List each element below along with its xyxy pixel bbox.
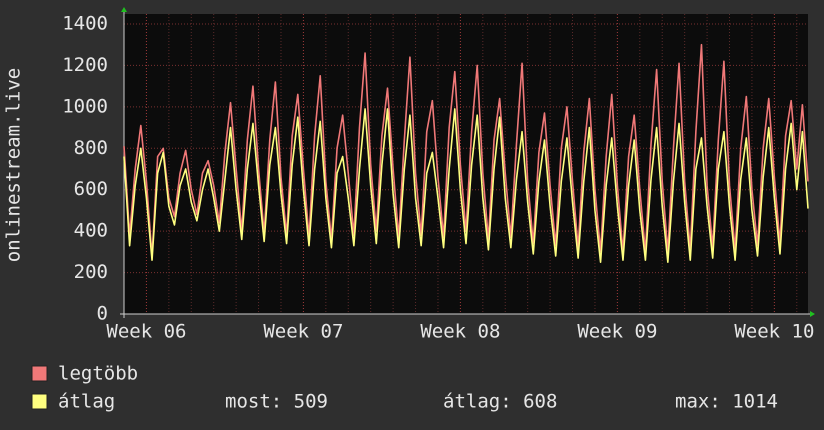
y-axis-label: onlinestream.live [3,68,25,262]
legend-label: átlag [58,391,115,413]
legend-swatch [31,365,48,382]
legend-swatch [31,393,48,410]
y-tick-label: 1000 [62,95,108,117]
x-tick-label: Week 06 [106,321,186,343]
x-tick-label: Week 09 [577,321,657,343]
y-tick-label: 1200 [62,54,108,76]
x-tick-label: Week 10 [734,321,814,343]
x-tick-label: Week 08 [420,321,500,343]
axis-arrow [810,311,815,317]
y-tick-label: 0 [97,303,108,325]
series-line [123,108,809,264]
stat-label: max: 1014 [675,391,778,413]
y-tick-label: 200 [74,261,108,283]
y-tick-label: 600 [74,178,108,200]
y-tick-label: 400 [74,220,108,242]
legend-label: legtöbb [58,363,138,385]
y-tick-label: 1400 [62,13,108,35]
y-tick-label: 800 [74,137,108,159]
axis-arrow [121,7,127,12]
stat-label: most: 509 [225,391,328,413]
stat-label: átlag: 608 [443,391,557,413]
x-tick-label: Week 07 [263,321,343,343]
series-line [123,43,809,257]
